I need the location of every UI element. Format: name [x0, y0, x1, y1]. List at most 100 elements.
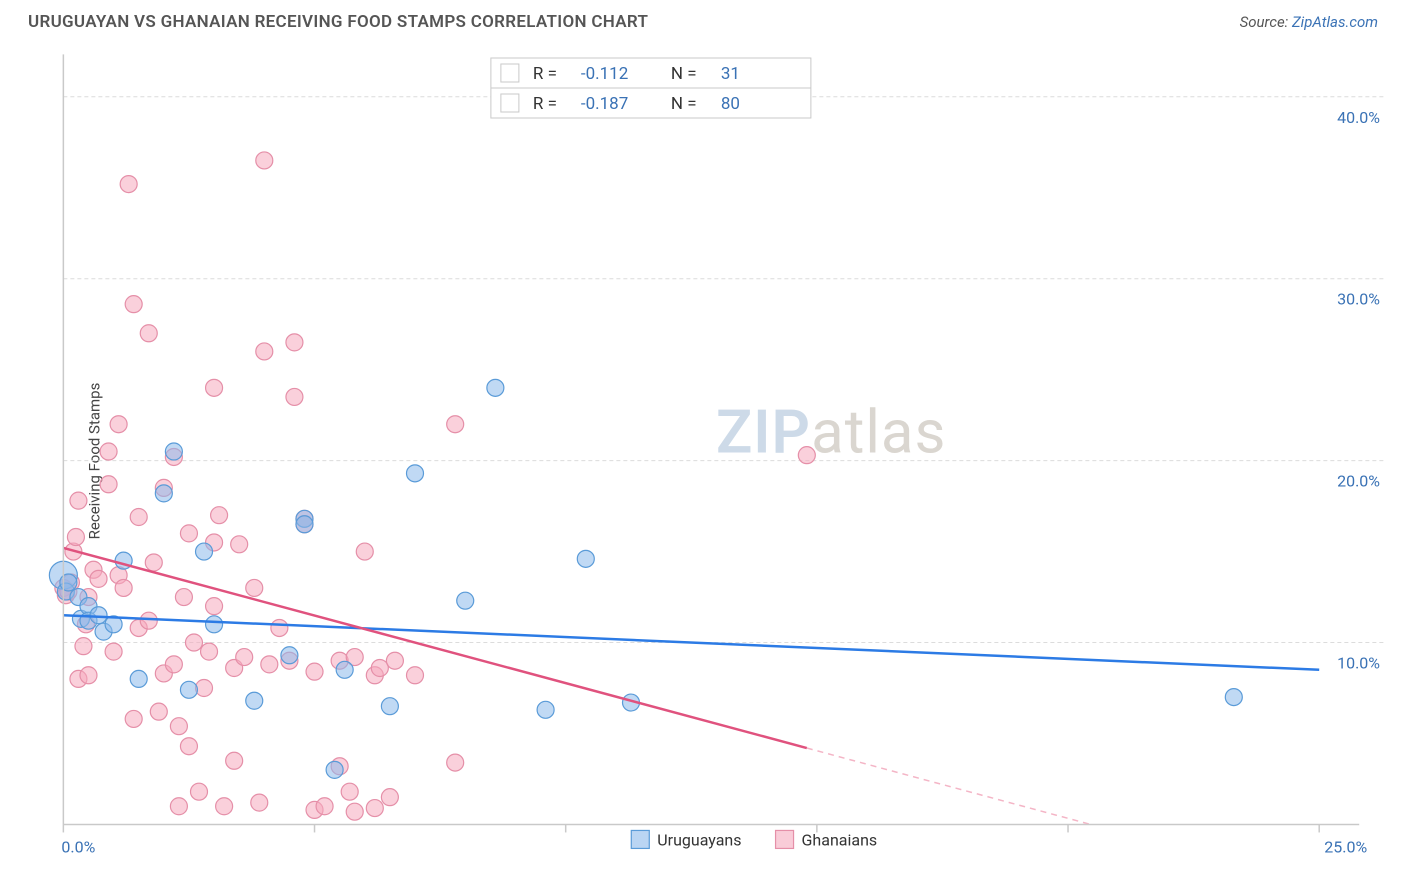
x-tick-label: 0.0%: [61, 837, 95, 856]
data-point: [206, 598, 223, 615]
stats-box: R = -0.112N = 31R = -0.187N = 80: [491, 58, 811, 118]
trendline-ghanaians: [63, 548, 806, 748]
svg-text:31: 31: [721, 64, 740, 84]
data-point: [246, 579, 263, 596]
data-point: [457, 592, 474, 609]
data-point: [381, 698, 398, 715]
data-point: [246, 692, 263, 709]
data-point: [306, 663, 323, 680]
swatch-blue: [501, 64, 519, 82]
data-point: [316, 798, 333, 815]
data-point: [296, 516, 313, 533]
data-point: [286, 334, 303, 351]
data-point: [231, 536, 248, 553]
data-point: [190, 783, 207, 800]
data-point: [140, 325, 157, 342]
header: URUGUAYAN VS GHANAIAN RECEIVING FOOD STA…: [0, 0, 1406, 32]
data-point: [115, 579, 132, 596]
data-point: [271, 619, 288, 636]
data-point: [196, 543, 213, 560]
swatch-pink: [501, 94, 519, 112]
svg-text:-0.112: -0.112: [581, 64, 628, 84]
y-tick-label: 10.0%: [1337, 654, 1380, 673]
data-point: [125, 296, 142, 313]
data-point: [216, 798, 233, 815]
data-point: [165, 443, 182, 460]
data-point: [100, 443, 117, 460]
data-point: [487, 379, 504, 396]
watermark: ZIPatlas: [716, 396, 947, 467]
legend-swatch: [631, 830, 649, 848]
data-point: [356, 543, 373, 560]
data-point: [386, 652, 403, 669]
data-point: [341, 783, 358, 800]
y-tick-label: 30.0%: [1337, 290, 1380, 309]
data-point: [251, 794, 268, 811]
trendline-ghanaians-extrapolated: [807, 748, 1091, 824]
data-point: [180, 525, 197, 542]
data-point: [196, 680, 213, 697]
data-point: [105, 643, 122, 660]
svg-text:R =: R =: [533, 64, 557, 84]
data-point: [90, 570, 107, 587]
data-point: [170, 798, 187, 815]
data-point: [447, 754, 464, 771]
data-point: [406, 465, 423, 482]
svg-text:-0.187: -0.187: [581, 94, 628, 114]
data-point: [155, 485, 172, 502]
legend-label: Uruguayans: [657, 830, 741, 849]
data-point: [145, 554, 162, 571]
y-tick-label: 20.0%: [1337, 472, 1380, 491]
data-point: [1225, 689, 1242, 706]
data-point: [60, 574, 77, 591]
svg-text:N =: N =: [671, 94, 697, 114]
svg-text:R =: R =: [533, 94, 557, 114]
data-point: [140, 612, 157, 629]
data-point: [75, 638, 92, 655]
data-point: [447, 416, 464, 433]
data-point: [120, 176, 137, 193]
chart-title: URUGUAYAN VS GHANAIAN RECEIVING FOOD STA…: [28, 12, 648, 32]
data-point: [201, 643, 218, 660]
data-point: [261, 656, 278, 673]
data-point: [170, 718, 187, 735]
scatter-plot: 10.0% 20.0% 30.0% 40.0% ZIPatlas 0.0% 25.0% R =…: [50, 48, 1386, 874]
data-point: [180, 738, 197, 755]
data-point: [67, 529, 84, 546]
data-point: [577, 550, 594, 567]
data-point: [286, 388, 303, 405]
data-point: [125, 710, 142, 727]
data-point: [90, 607, 107, 624]
data-point: [346, 803, 363, 820]
data-point: [366, 800, 383, 817]
data-point: [175, 589, 192, 606]
data-point: [381, 789, 398, 806]
chart-area: Receiving Food Stamps 10.0%20.0%30.0%40.…: [50, 48, 1386, 874]
data-point: [256, 343, 273, 360]
data-point: [180, 681, 197, 698]
data-point: [406, 667, 423, 684]
data-point: [226, 752, 243, 769]
data-point: [165, 656, 182, 673]
svg-text:N =: N =: [671, 64, 697, 84]
data-point: [336, 661, 353, 678]
data-point: [80, 667, 97, 684]
data-point: [206, 616, 223, 633]
data-point: [256, 152, 273, 169]
data-point: [371, 659, 388, 676]
data-point: [130, 509, 147, 526]
data-point: [130, 670, 147, 687]
data-point: [236, 649, 253, 666]
data-point: [185, 634, 202, 651]
y-tick-label: 40.0%: [1337, 108, 1380, 127]
data-point: [537, 701, 554, 718]
data-point: [100, 476, 117, 493]
data-point: [70, 492, 87, 509]
data-point: [110, 416, 127, 433]
legend-swatch: [776, 830, 794, 848]
source-link[interactable]: ZipAtlas.com: [1292, 13, 1378, 31]
x-tick-label: 25.0%: [1324, 837, 1367, 856]
legend-label: Ghanaians: [802, 830, 878, 849]
data-point: [211, 507, 228, 524]
data-point: [326, 761, 343, 778]
